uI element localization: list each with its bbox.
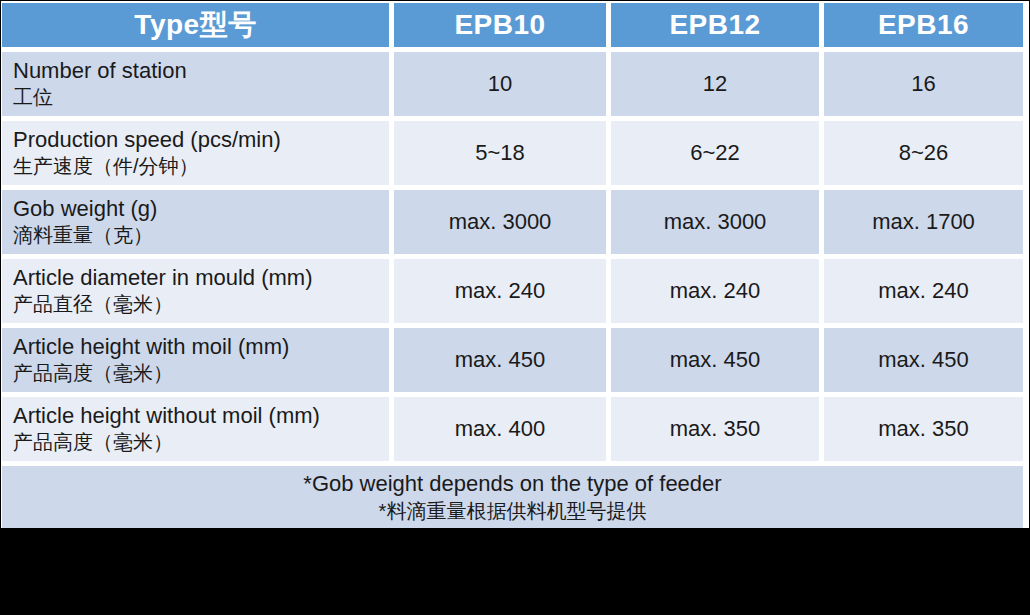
footnote-zh: *料滴重量根据供料机型号提供 — [379, 498, 647, 524]
row-label-gob-weight: Gob weight (g) 滴料重量（克） — [2, 190, 389, 254]
footnote: *Gob weight depends on the type of feede… — [2, 466, 1023, 528]
value-diameter-epb12: max. 240 — [611, 259, 819, 323]
value-height-without-moil-epb12: max. 350 — [611, 397, 819, 461]
row-label-en: Article height with moil (mm) — [13, 333, 289, 361]
row-label-zh: 产品高度（毫米） — [13, 361, 173, 387]
row-label-en: Article height without moil (mm) — [13, 402, 320, 430]
row-label-zh: 工位 — [13, 85, 53, 111]
value-height-with-moil-epb12: max. 450 — [611, 328, 819, 392]
spec-table: Type型号 EPB10 EPB12 EPB16 Number of stati… — [1, 1, 1029, 528]
row-label-article-diameter: Article diameter in mould (mm) 产品直径（毫米） — [2, 259, 389, 323]
value-speed-epb12: 6~22 — [611, 121, 819, 185]
row-label-zh: 产品直径（毫米） — [13, 292, 173, 318]
row-label-en: Gob weight (g) — [13, 195, 157, 223]
bottom-black-band — [0, 528, 1030, 615]
spec-sheet: Type型号 EPB10 EPB12 EPB16 Number of stati… — [0, 0, 1030, 615]
value-speed-epb10: 5~18 — [394, 121, 606, 185]
table-header-epb12: EPB12 — [611, 3, 819, 47]
value-gob-weight-epb10: max. 3000 — [394, 190, 606, 254]
value-diameter-epb16: max. 240 — [824, 259, 1023, 323]
row-label-height-with-moil: Article height with moil (mm) 产品高度（毫米） — [2, 328, 389, 392]
value-speed-epb16: 8~26 — [824, 121, 1023, 185]
table-header-epb16: EPB16 — [824, 3, 1023, 47]
value-stations-epb10: 10 — [394, 52, 606, 116]
table-header-type: Type型号 — [2, 3, 389, 47]
value-height-with-moil-epb10: max. 450 — [394, 328, 606, 392]
value-gob-weight-epb12: max. 3000 — [611, 190, 819, 254]
value-stations-epb16: 16 — [824, 52, 1023, 116]
value-diameter-epb10: max. 240 — [394, 259, 606, 323]
row-label-zh: 滴料重量（克） — [13, 223, 153, 249]
row-label-en: Production speed (pcs/min) — [13, 126, 281, 154]
row-label-number-of-station: Number of station 工位 — [2, 52, 389, 116]
value-height-with-moil-epb16: max. 450 — [824, 328, 1023, 392]
row-label-en: Number of station — [13, 57, 187, 85]
row-label-en: Article diameter in mould (mm) — [13, 264, 313, 292]
row-label-zh: 生产速度（件/分钟） — [13, 154, 199, 180]
row-label-production-speed: Production speed (pcs/min) 生产速度（件/分钟） — [2, 121, 389, 185]
row-label-height-without-moil: Article height without moil (mm) 产品高度（毫米… — [2, 397, 389, 461]
row-label-zh: 产品高度（毫米） — [13, 430, 173, 456]
value-stations-epb12: 12 — [611, 52, 819, 116]
value-height-without-moil-epb16: max. 350 — [824, 397, 1023, 461]
table-header-epb10: EPB10 — [394, 3, 606, 47]
value-gob-weight-epb16: max. 1700 — [824, 190, 1023, 254]
value-height-without-moil-epb10: max. 400 — [394, 397, 606, 461]
footnote-en: *Gob weight depends on the type of feede… — [303, 470, 721, 499]
